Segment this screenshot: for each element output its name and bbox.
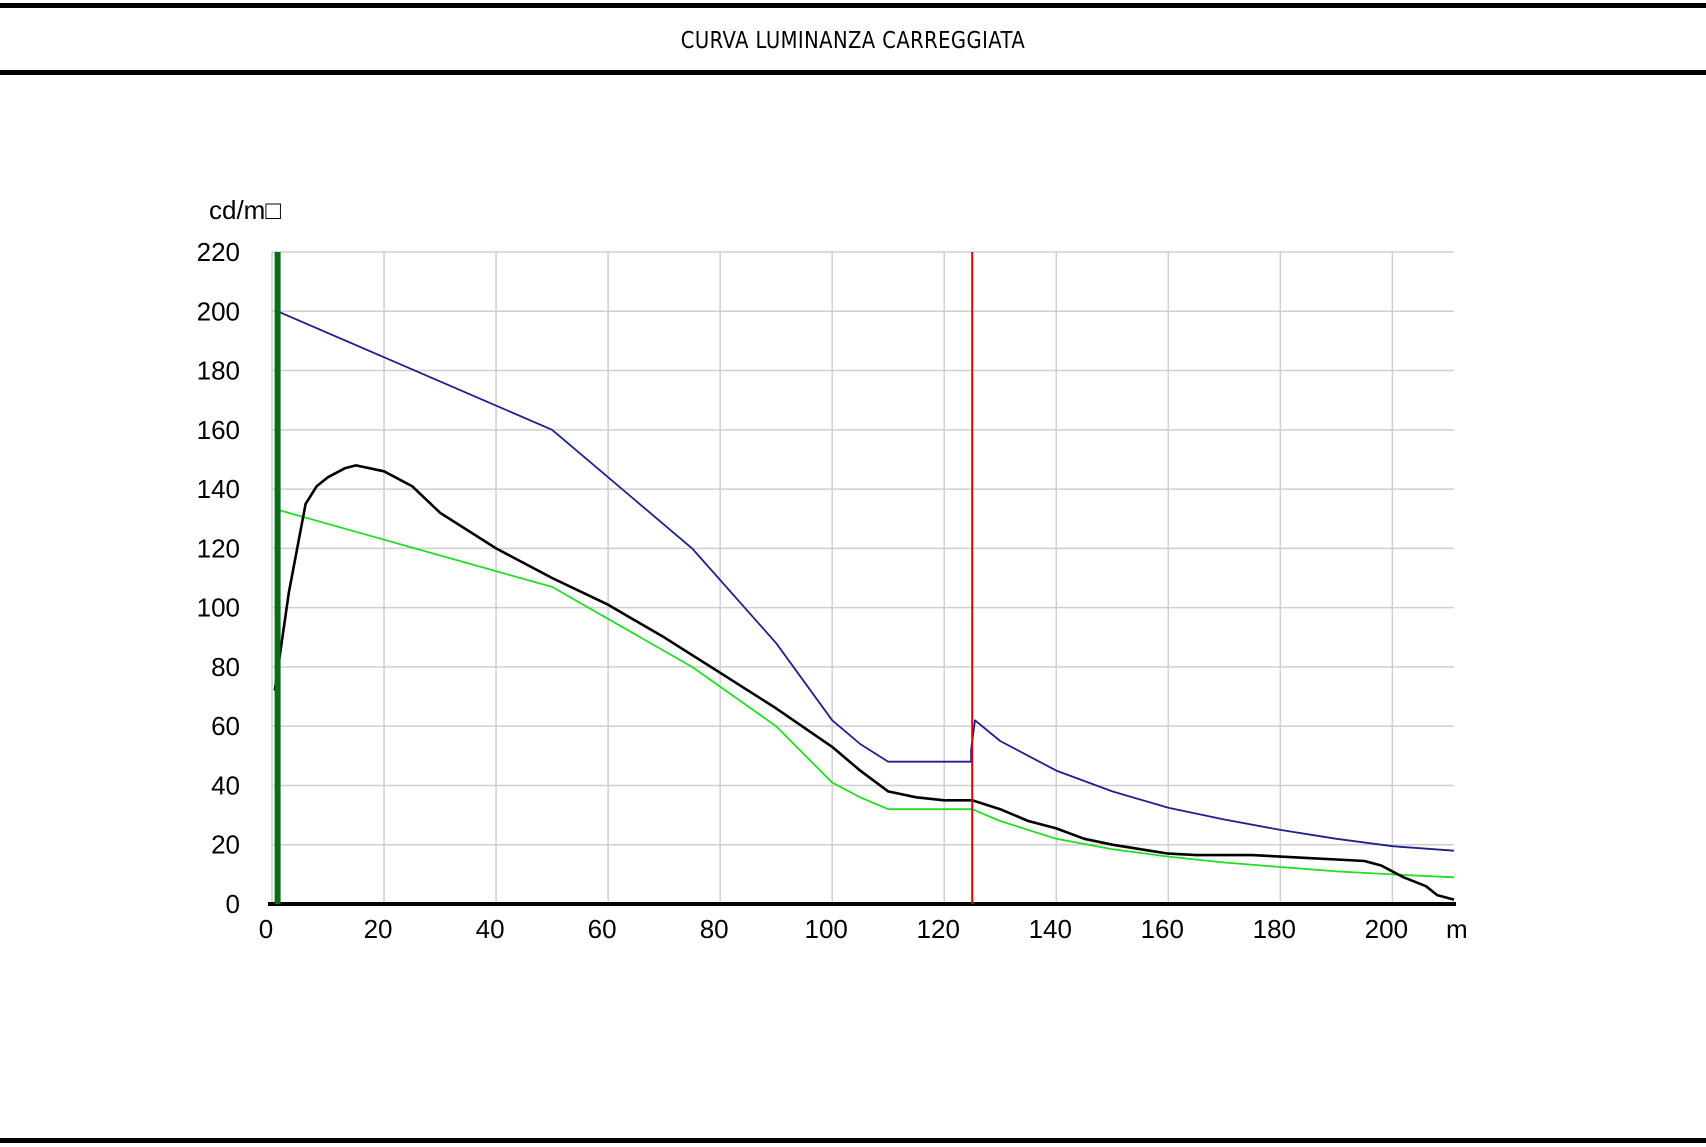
x-tick-label: 0 [259,914,273,944]
x-tick-label: 40 [476,914,505,944]
series-layer [273,310,1455,901]
series-line-1 [277,310,1455,852]
series-line-3 [273,464,1455,901]
y-tick-label: 0 [226,889,240,919]
x-tick-label: 160 [1141,914,1184,944]
x-tick-label: 80 [700,914,729,944]
y-tick-label: 220 [197,237,240,267]
y-tick-label: 20 [211,830,240,860]
y-tick-label: 80 [211,652,240,682]
top-rule [0,3,1706,8]
title-underline-rule [0,70,1706,75]
y-tick-label: 100 [197,593,240,623]
y-tick-label: 60 [211,711,240,741]
y-tick-label: 200 [197,296,240,326]
x-tick-label: 60 [588,914,617,944]
x-tick-label: 140 [1029,914,1072,944]
x-axis-label: m [1446,914,1468,944]
y-axis-label: cd/m□ [209,195,281,225]
y-tick-label: 160 [197,415,240,445]
x-tick-label: 100 [804,914,847,944]
vertical-markers [274,252,974,904]
y-tick-label: 120 [197,533,240,563]
tick-labels: 0 20 40 60 80 100 120 140 160 180 200 220 0 20 40 60 80 1… [197,237,1408,944]
x-tick-label: 20 [364,914,393,944]
y-tick-label: 180 [197,356,240,386]
series-line-2 [277,508,1455,879]
x-tick-label: 120 [917,914,960,944]
y-tick-label: 140 [197,474,240,504]
bottom-rule [0,1138,1706,1143]
x-tick-label: 200 [1365,914,1408,944]
page-title: CURVA LUMINANZA CARREGGIATA [680,28,1026,54]
grid [271,251,1454,905]
x-tick-label: 180 [1253,914,1296,944]
y-tick-label: 40 [211,770,240,800]
